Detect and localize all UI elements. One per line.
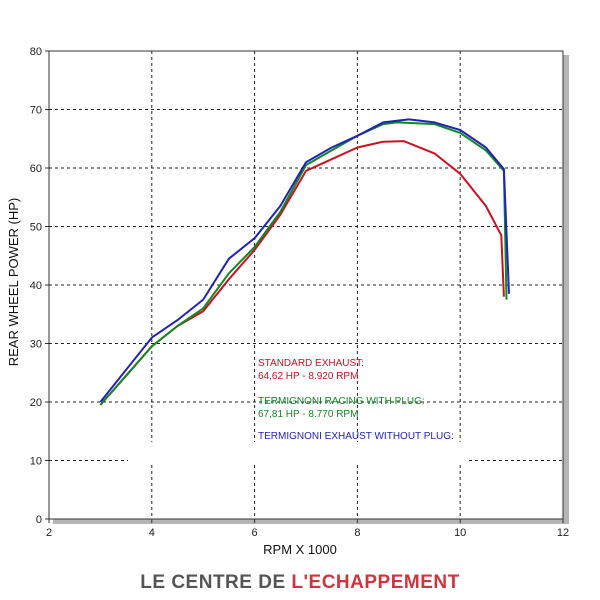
brand-logo: LE CENTRE DE L'ECHAPPEMENT (0, 572, 600, 594)
y-tick-label: 70 (30, 105, 42, 117)
y-tick-label: 20 (30, 397, 42, 409)
grid (49, 51, 563, 519)
legend-annotation-1: 64,62 HP - 8.920 RPM (258, 371, 358, 382)
legend-entry-2: TERMIGNONI RACING WITH PLUG: (258, 396, 425, 407)
x-tick-label: 10 (454, 527, 466, 539)
x-tick-label: 4 (149, 527, 155, 539)
y-tick-label: 50 (30, 222, 42, 234)
y-tick-label: 30 (30, 339, 42, 351)
brand-part2: L'ECHAPPEMENT (291, 572, 460, 593)
x-tick-label: 12 (557, 527, 569, 539)
x-axis-title: RPM X 1000 (263, 542, 337, 557)
annotation-mask (128, 442, 468, 464)
y-tick-label: 60 (30, 163, 42, 175)
legend-annotation-2: 67,81 HP - 8.770 RPM (258, 409, 358, 420)
x-tick-label: 8 (354, 527, 360, 539)
legend: STANDARD EXHAUST: 64,62 HP - 8.920 RPM TER… (258, 358, 454, 442)
y-tick-label: 0 (36, 514, 42, 526)
legend-entry-1: STANDARD EXHAUST: (258, 358, 364, 369)
y-axis-title: REAR WHEEL POWER (HP) (6, 198, 21, 367)
series-line-2 (99, 121, 508, 406)
x-tick-label: 6 (252, 527, 258, 539)
series-lines (99, 118, 510, 406)
y-tick-label: 80 (30, 46, 42, 58)
y-tick-label: 10 (30, 456, 42, 468)
x-tick-label: 2 (46, 527, 52, 539)
x-axis: 2 4 6 8 10 12 (46, 519, 569, 539)
y-tick-label: 40 (30, 280, 42, 292)
series-line-3 (99, 118, 510, 403)
legend-entry-3: TERMIGNONI EXHAUST WITHOUT PLUG: (258, 431, 454, 442)
brand-part1: LE CENTRE DE (140, 572, 292, 593)
y-axis: 0 10 20 30 40 50 60 70 80 (30, 46, 49, 526)
